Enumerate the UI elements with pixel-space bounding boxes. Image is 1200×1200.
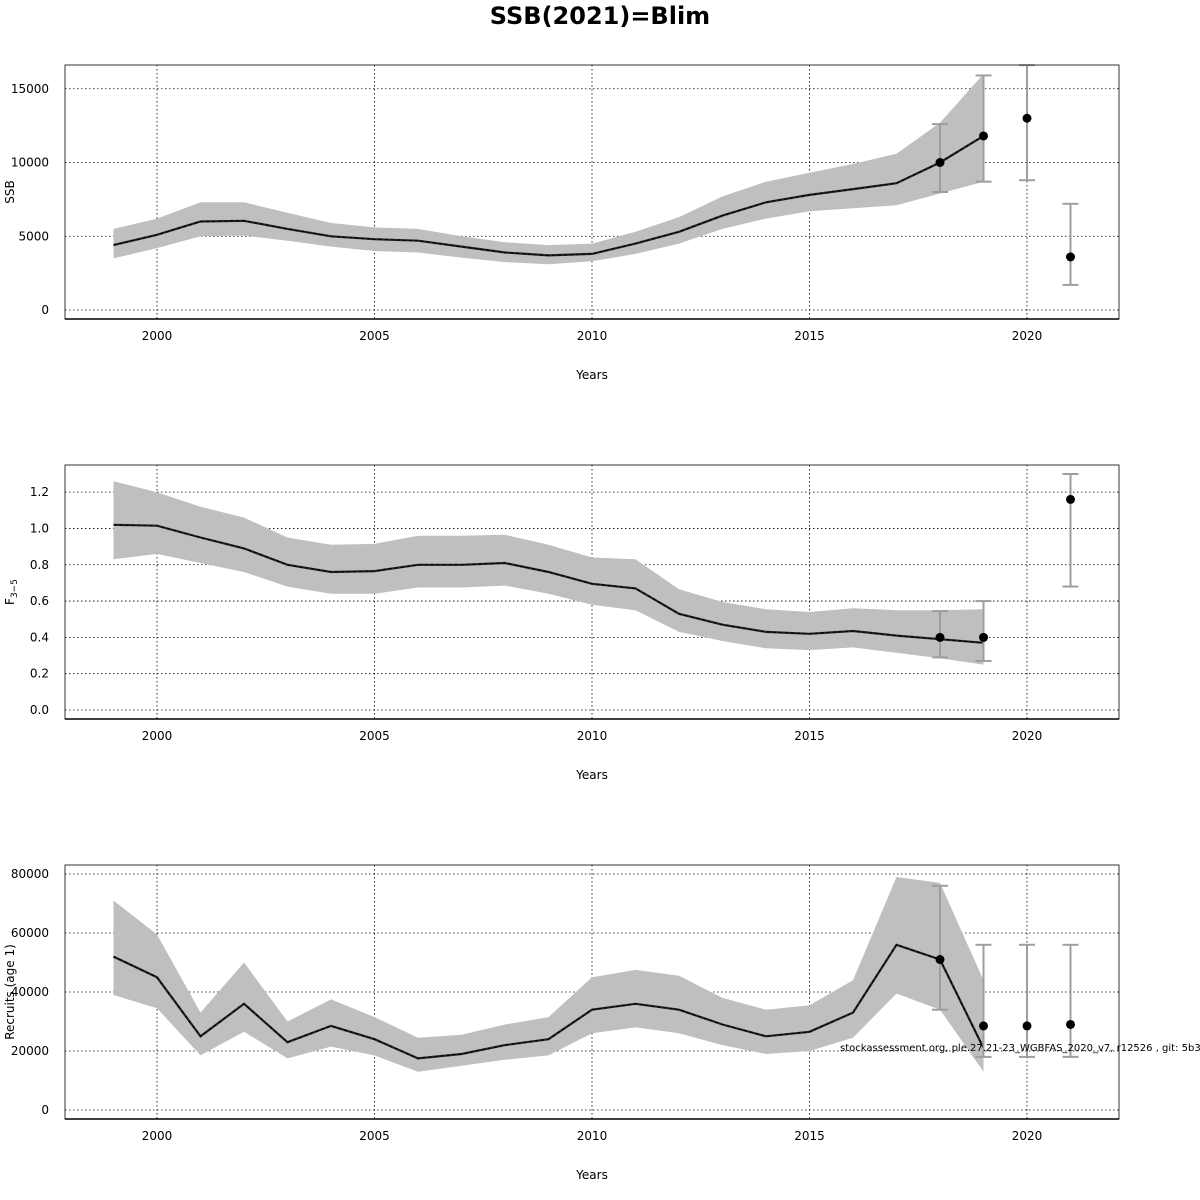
fbar-y-tick-label-4: 0.8: [30, 558, 49, 572]
recruits-y-tick-label-4: 80000: [11, 867, 49, 881]
ssb-point-2020: [1022, 113, 1032, 123]
ssb-x-axis-label: Years: [575, 368, 608, 382]
fbar-y-tick-label-0: 0.0: [30, 703, 49, 717]
recruits-y-tick-label-0: 0: [41, 1103, 49, 1117]
recruits-point-2019: [979, 1021, 988, 1031]
ssb-x-tick-label-2000: 2000: [142, 329, 173, 343]
recruits-y-tick-label-1: 20000: [11, 1044, 49, 1058]
fbar-x-tick-label-2000: 2000: [142, 729, 173, 743]
recruits-point-2020: [1022, 1021, 1032, 1031]
recruits-x-axis-label: Years: [575, 1168, 608, 1182]
ssb-panel: 2000 2005 2010 2015 2020 0 5000 10000 15000 Years…: [3, 64, 1120, 382]
ssb-y-tick-label-2: 10000: [11, 156, 49, 170]
fbar-point-2018: [935, 632, 945, 642]
fbar-x-tick-label-2010: 2010: [577, 729, 608, 743]
ssb-y-tick-label-1: 5000: [18, 229, 49, 243]
recruits-x-tick-label-2005: 2005: [359, 1129, 390, 1143]
recruits-x-tick-label-2015: 2015: [794, 1129, 825, 1143]
ssb-y-tick-label-0: 0: [41, 303, 49, 317]
ssb-point-2021: [1066, 252, 1075, 262]
fbar-y-tick-label-3: 0.6: [30, 594, 49, 608]
fbar-panel: 2000 2005 2010 2015 2020 0.0 0.2 0.4 0.6 0.8 1.0 1.…: [3, 464, 1120, 782]
ssb-x-tick-label-2020: 2020: [1012, 329, 1043, 343]
ssb-x-tick-label-2015: 2015: [794, 329, 825, 343]
ssb-point-2019: [979, 131, 988, 141]
recruits-y-tick-label-3: 60000: [11, 926, 49, 940]
fbar-x-tick-label-2020: 2020: [1012, 729, 1043, 743]
ssb-point-2018: [935, 158, 945, 167]
recruits-point-2018: [935, 955, 945, 965]
fbar-y-tick-label-6: 1.2: [30, 485, 49, 499]
panels: 2000 2005 2010 2015 2020 0 5000 10000 15000 Years…: [3, 64, 1120, 1182]
footnote: stockassessment.org, ple.27.21-23_WGBFAS…: [840, 1043, 1200, 1054]
fbar-x-tick-label-2015: 2015: [794, 729, 825, 743]
recruits-y-axis-label: Recruits (age 1): [3, 944, 17, 1040]
ssb-y-tick-label-3: 15000: [11, 82, 49, 96]
recruits-y-tick-label-2: 40000: [11, 985, 49, 999]
ssb-y-axis-label: SSB: [3, 180, 17, 203]
recruits-x-tick-label-2010: 2010: [577, 1129, 608, 1143]
recruits-estimate-line-dotted: [113, 944, 984, 1059]
fbar-x-axis-label: Years: [575, 768, 608, 782]
chart-title: SSB(2021)=Blim: [490, 2, 710, 30]
ssb-x-tick-label-2005: 2005: [359, 329, 390, 343]
fbar-y-tick-label-1: 0.2: [30, 667, 49, 681]
fbar-y-tick-label-5: 1.0: [30, 521, 49, 535]
fbar-point-2021: [1066, 494, 1075, 504]
fbar-estimate-line: [113, 523, 984, 644]
ssb-confidence-band: [113, 74, 984, 265]
recruits-x-tick-label-2000: 2000: [142, 1129, 173, 1143]
fbar-x-tick-label-2005: 2005: [359, 729, 390, 743]
ssb-estimate-line-dotted: [113, 135, 984, 256]
recruits-panel: 2000 2005 2010 2015 2020 0 20000 40000 60000 8000…: [3, 864, 1120, 1182]
fbar-y-axis-label-subscript: 3−5: [10, 579, 20, 598]
fbar-y-axis-label: F3−5: [3, 579, 20, 605]
ssb-x-tick-label-2010: 2010: [577, 329, 608, 343]
fbar-y-tick-label-2: 0.4: [30, 630, 49, 644]
recruits-x-tick-label-2020: 2020: [1012, 1129, 1043, 1143]
fbar-point-2019: [979, 632, 988, 642]
recruits-point-2021: [1066, 1019, 1075, 1029]
recruits-confidence-band: [113, 877, 984, 1072]
